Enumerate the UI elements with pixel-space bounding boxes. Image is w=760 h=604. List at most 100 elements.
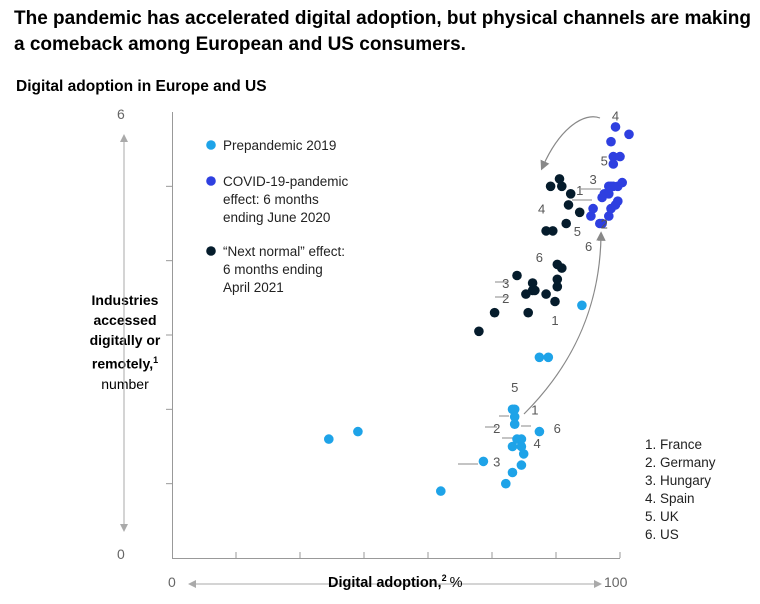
data-annotation-label: 3 [589,172,596,187]
y-min-label: 0 [117,546,125,562]
data-point-series-3 [545,181,556,192]
data-annotation-label: 6 [554,421,561,436]
y-max-label: 6 [117,106,125,122]
chart-subtitle: Digital adoption in Europe and US [16,78,267,95]
data-point-series-1 [507,441,518,452]
legend: Prepandemic 2019 COVID-19-pandemic effec… [206,138,349,295]
data-annotation-label: 3 [493,454,500,469]
data-point-series-1 [324,434,334,444]
data-point-series-3 [557,263,567,273]
x-max-label: 100 [604,574,628,590]
y-axis-label-line: digitally or [89,332,161,348]
data-point-series-3 [557,181,567,192]
data-annotation-label: 5 [601,153,608,168]
data-point-series-3 [523,307,533,318]
country-note: 1. France [645,437,703,452]
legend-label-covid: COVID-19-pandemic [223,174,349,189]
x-axis-arrow [188,580,602,588]
data-point-series-1 [509,419,520,430]
data-point-series-2 [613,196,623,206]
data-point-series-3 [552,281,563,292]
legend-marker-next-normal [206,246,216,256]
data-point-series-2 [608,181,619,192]
data-point-series-1 [534,426,545,437]
x-axis-label-text: Digital adoption, [328,575,442,591]
y-axis-arrow [120,134,128,532]
data-point-series-1 [501,478,511,489]
x-axis-unit: % [450,575,463,591]
data-point-series-2 [586,211,596,221]
data-point-series-2 [615,151,625,162]
country-note: 6. US [645,527,679,542]
x-axis-footnote-mark: 2 [442,573,447,583]
trend-arrow-up [523,231,606,415]
data-point-series-3 [554,174,565,184]
data-point-series-3 [489,307,500,318]
country-note: 3. Hungary [645,473,712,488]
data-annotation-label: 4 [533,436,540,451]
data-point-series-1 [516,460,527,470]
data-point-series-2 [597,192,607,203]
data-annotation-label: 1 [576,183,583,198]
data-point-series-2 [608,159,619,169]
data-point-series-2 [606,136,616,147]
legend-marker-covid [206,176,216,186]
data-annotation-label: 1 [531,402,538,417]
data-point-series-3 [574,207,585,218]
data-annotation-label: 5 [574,224,581,239]
data-point-series-1 [507,467,518,478]
legend-label-next-normal: 6 months ending [223,262,323,277]
data-point-series-1 [534,352,545,363]
data-point-series-3 [550,296,560,307]
chart-title: The pandemic has accelerated digital ado… [14,8,751,55]
data-point-series-3 [527,278,538,288]
data-annotation-label: 6 [585,239,592,254]
data-point-series-1 [478,456,489,467]
data-point-series-1 [507,404,518,415]
data-point-series-1 [518,449,529,459]
y-axis-label-line: remotely, [91,355,154,372]
x-axis-label: Digital adoption,2% [328,573,463,591]
data-point-series-1 [436,486,446,496]
country-notes: 1. France 2. Germany 3. Hungary 4. Spain… [645,436,716,544]
y-axis-label: Industries accessed digitally or remotel… [60,290,190,394]
data-annotation-label: 2 [493,421,500,436]
data-points [324,122,634,496]
data-annotation-label: 4 [612,109,619,124]
country-note: 4. Spain [645,491,695,506]
legend-label-next-normal: “Next normal” effect: [223,244,345,259]
trend-arrow-back [540,116,601,171]
data-point-series-3 [541,289,551,299]
data-annotation-label: 5 [511,380,518,395]
data-point-series-1 [577,300,587,311]
legend-label-covid: ending June 2020 [223,210,330,225]
y-axis-label-line: accessed [93,312,157,328]
x-tick-marks [235,552,621,558]
country-note: 2. Germany [645,455,716,470]
data-point-series-3 [474,326,484,337]
data-point-series-2 [604,211,614,221]
data-point-series-3 [565,189,576,199]
data-point-series-3 [541,226,551,236]
y-axis-footnote-mark: 1 [153,355,159,365]
data-point-series-3 [512,270,522,281]
y-axis-label-line: Industries [91,292,159,308]
data-point-series-3 [561,218,571,229]
data-point-series-3 [552,274,563,285]
legend-label-prepandemic: Prepandemic 2019 [223,138,336,153]
legend-label-covid: effect: 6 months [223,192,319,207]
data-point-series-1 [543,352,554,363]
data-point-series-2 [597,218,607,229]
country-note: 5. UK [645,509,679,524]
data-annotation-label: 2 [502,291,509,306]
x-min-label: 0 [168,574,176,590]
data-point-series-2 [610,122,621,132]
data-annotation-label: 4 [538,202,545,217]
data-annotation-label: 1 [551,313,558,328]
data-point-series-1 [516,434,527,444]
data-point-series-3 [563,200,574,210]
data-point-series-1 [353,426,363,437]
annotation-leader-lines [458,188,601,465]
